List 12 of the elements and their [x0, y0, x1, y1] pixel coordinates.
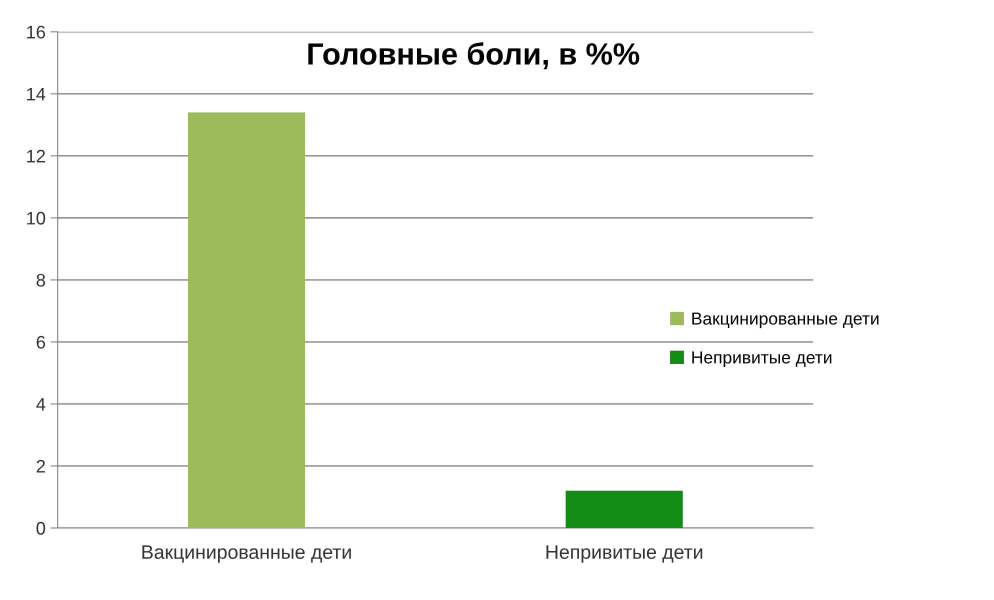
y-tick-label: 0 — [36, 522, 46, 535]
y-tick-label: 6 — [36, 336, 46, 349]
legend-label: Непривитые дети — [692, 351, 832, 368]
y-tick-label: 2 — [36, 460, 45, 473]
y-tick-label: 12 — [27, 150, 45, 162]
legend-label: Вакцинированные дети — [692, 312, 878, 328]
chart-title: Головные боли, в %% — [308, 42, 640, 70]
y-tick-label: 14 — [27, 88, 46, 100]
y-tick-label: 4 — [36, 398, 46, 410]
y-tick-label: 16 — [27, 26, 46, 39]
y-tick-label: 8 — [36, 274, 46, 287]
y-tick-label: 10 — [27, 212, 46, 225]
